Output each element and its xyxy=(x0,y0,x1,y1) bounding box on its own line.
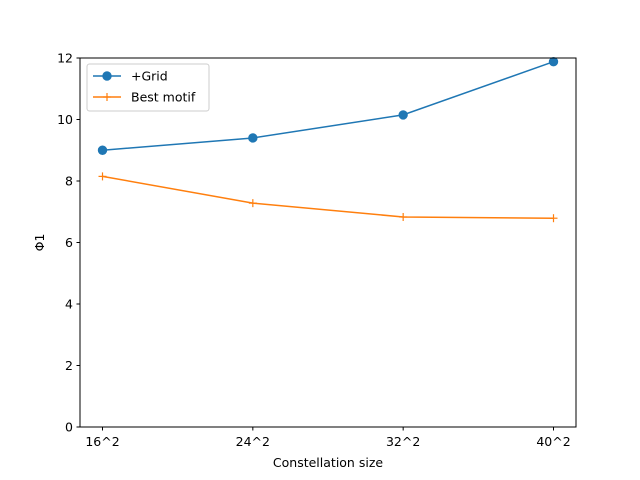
series-1 xyxy=(97,56,559,155)
y-tick-label: 0 xyxy=(65,420,73,435)
legend-marker xyxy=(103,93,111,101)
x-tick-label: 40^2 xyxy=(536,434,570,449)
series-2 xyxy=(98,172,558,223)
data-point xyxy=(549,214,558,223)
legend: +Grid Best motif xyxy=(86,63,210,112)
y-axis: 0 2 4 6 8 10 12 xyxy=(57,51,80,435)
y-axis-label: Φ1 xyxy=(32,234,47,252)
x-axis: 16^2 24^2 32^2 40^2 xyxy=(85,427,571,449)
y-tick-label: 6 xyxy=(65,235,73,250)
legend-label: +Grid xyxy=(131,69,168,84)
x-tick-label: 32^2 xyxy=(386,434,420,449)
plot-area xyxy=(80,58,576,427)
legend-marker xyxy=(102,71,112,81)
data-point xyxy=(248,133,258,143)
legend-item: Best motif xyxy=(93,90,196,105)
x-axis-label: Constellation size xyxy=(273,455,383,470)
data-point xyxy=(548,56,559,67)
data-point xyxy=(97,145,108,155)
series-layer xyxy=(97,56,559,223)
legend-label: Best motif xyxy=(131,90,196,105)
y-tick-label: 10 xyxy=(57,112,73,127)
y-tick-label: 8 xyxy=(65,174,73,189)
x-tick-label: 16^2 xyxy=(85,434,119,449)
x-tick-label: 24^2 xyxy=(236,434,270,449)
data-point xyxy=(398,110,408,120)
y-tick-label: 2 xyxy=(65,358,73,373)
legend-item: +Grid xyxy=(93,69,168,84)
series-line xyxy=(102,60,554,151)
y-tick-label: 12 xyxy=(57,51,73,66)
series-line xyxy=(102,175,554,219)
data-point xyxy=(399,212,408,221)
data-point xyxy=(248,199,257,208)
data-point xyxy=(98,172,107,181)
y-tick-label: 4 xyxy=(65,297,73,312)
